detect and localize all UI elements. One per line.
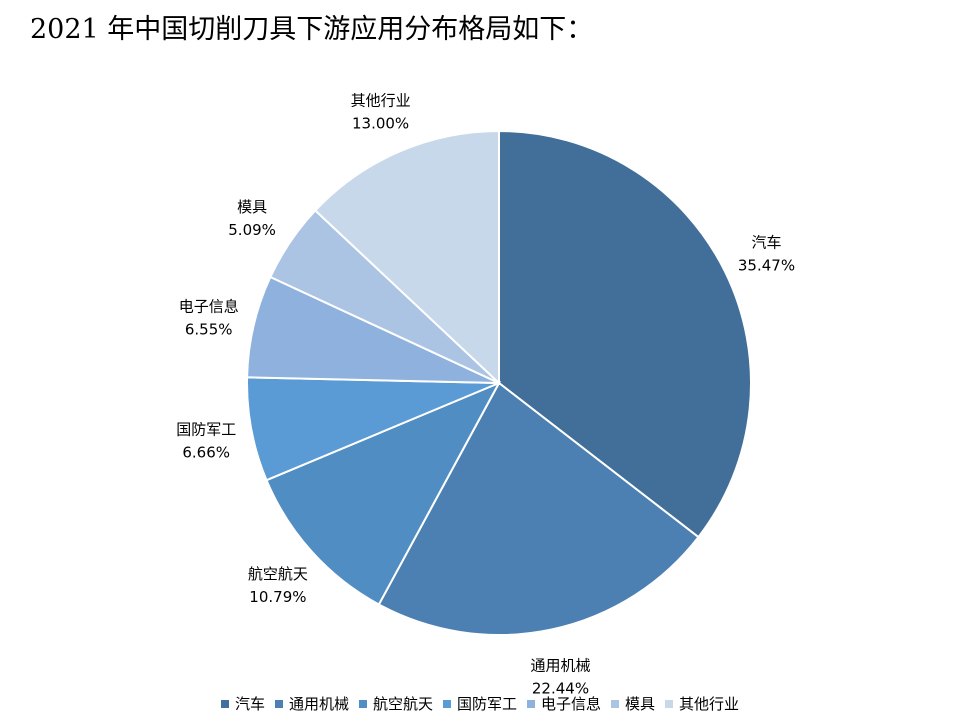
legend-item: 其他行业 [665, 695, 739, 713]
legend-swatch [611, 700, 619, 708]
legend-swatch [275, 700, 283, 708]
slice-category-label: 通用机械 [530, 657, 590, 675]
legend-label: 航空航天 [373, 695, 433, 713]
slice-value-label: 10.79% [249, 588, 306, 606]
legend-label: 电子信息 [541, 695, 601, 713]
pie-slice [265, 380, 502, 606]
slice-category-label: 电子信息 [179, 298, 239, 316]
legend-item: 电子信息 [527, 695, 601, 713]
pie-slice [377, 381, 700, 636]
slice-category-label: 其他行业 [351, 92, 411, 110]
legend-item: 航空航天 [359, 695, 433, 713]
pie-labels: 汽车 35.47% 通用机械 22.44% 航空航天 10.79% 国防军工 6.66% 电子信… [176, 92, 795, 698]
slice-category-label: 汽车 [751, 234, 781, 252]
slice-category-label: 航空航天 [248, 565, 308, 583]
legend-swatch [527, 700, 535, 708]
pie-slice [498, 129, 752, 539]
page-title: 2021 年中国切削刀具下游应用分布格局如下： [30, 14, 594, 45]
slice-value-label: 13.00% [352, 115, 409, 133]
pie-slice [313, 129, 500, 386]
legend-item: 通用机械 [275, 695, 349, 713]
legend-label: 模具 [625, 695, 655, 713]
legend-label: 国防军工 [457, 695, 517, 713]
legend-item: 模具 [611, 695, 655, 713]
legend-swatch [221, 700, 229, 708]
legend-item: 汽车 [221, 695, 265, 713]
legend-item: 国防军工 [443, 695, 517, 713]
slice-value-label: 5.09% [228, 221, 276, 239]
legend-swatch [359, 700, 367, 708]
slice-value-label: 6.55% [185, 321, 233, 339]
pie-slices [246, 129, 752, 636]
legend-label: 其他行业 [679, 695, 739, 713]
legend: 汽车 通用机械 航空航天 国防军工 电子信息 模具 其他行业 [221, 695, 739, 713]
slice-category-label: 国防军工 [176, 420, 236, 438]
legend-label: 汽车 [235, 695, 265, 713]
slice-category-label: 模具 [237, 198, 267, 216]
legend-label: 通用机械 [289, 695, 349, 713]
slice-value-label: 6.66% [182, 443, 230, 461]
slice-value-label: 35.47% [738, 257, 795, 275]
slice-value-label: 22.44% [532, 680, 589, 698]
legend-swatch [443, 700, 451, 708]
legend-swatch [665, 700, 673, 708]
